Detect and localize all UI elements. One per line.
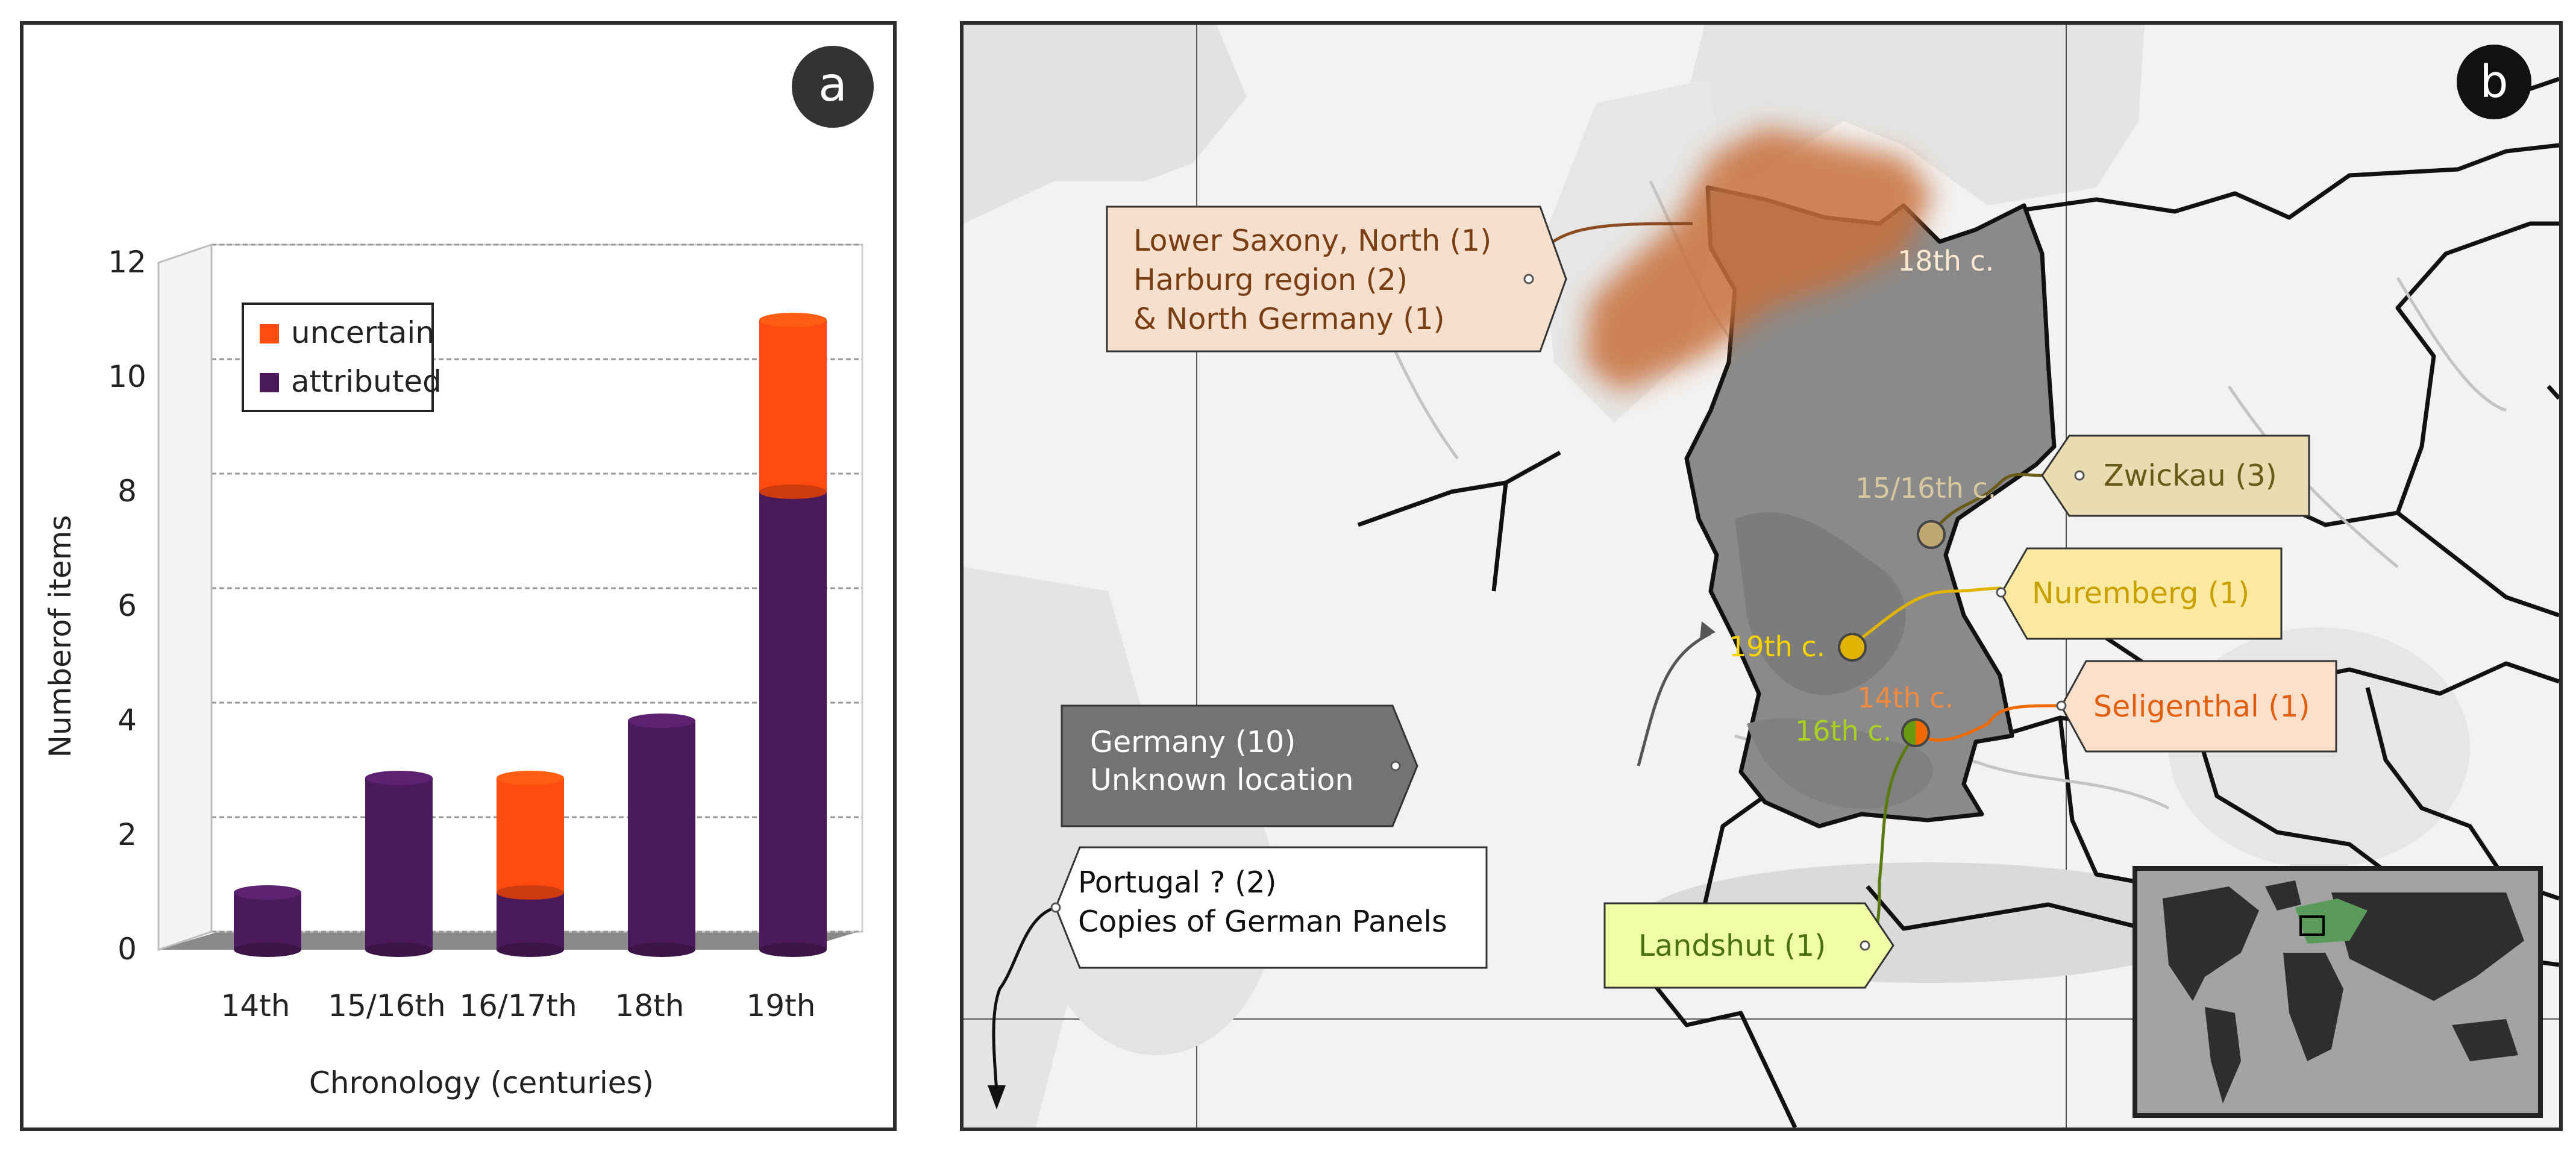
- legend-swatch-attributed: [260, 373, 279, 392]
- tag-germany-line2: Unknown location: [1090, 763, 1353, 797]
- y-tick-label: 12: [108, 245, 146, 280]
- legend-label-uncertain: uncertain: [291, 315, 434, 350]
- bar-body: [234, 892, 301, 950]
- tag-lower-saxony: Lower Saxony, North (1) Harburg region (…: [1106, 205, 1567, 353]
- century-label-18th: 18th c.: [1898, 245, 1994, 277]
- y-tick-label: 6: [118, 588, 137, 623]
- tag-lower-saxony-line1: Lower Saxony, North (1): [1133, 224, 1491, 258]
- tag-landshut: Landshut (1): [1603, 902, 1894, 989]
- bar-attributed: [234, 892, 301, 957]
- x-tick-label: 14th: [221, 988, 290, 1023]
- bar-bottom: [759, 942, 827, 957]
- bar-body: [628, 721, 695, 950]
- nuremberg-marker: [1838, 633, 1867, 662]
- inset-europe-highlight: [2295, 899, 2368, 944]
- panel-badge-label: a: [818, 58, 847, 112]
- tag-nuremberg: Nuremberg (1): [1996, 547, 2283, 640]
- bar-top: [234, 885, 301, 900]
- tag-zwickau: Zwickau (3): [2041, 434, 2310, 517]
- lower-saxony-region: [1584, 127, 1934, 392]
- bar-bottom: [365, 942, 433, 957]
- century-label-19th: 19th c.: [1729, 630, 1825, 663]
- tag-lower-saxony-line3: & North Germany (1): [1133, 302, 1445, 336]
- map-panel: 18th c. 15/16th c. 19th c. 14th c. 16th …: [960, 21, 2563, 1131]
- tag-germany-line1: Germany (10): [1090, 725, 1296, 759]
- y-tick-label: 4: [118, 703, 137, 738]
- bar-attributed: [365, 778, 433, 957]
- tag-seligenthal: Seligenthal (1): [2056, 660, 2337, 753]
- y-tick-label: 10: [108, 359, 146, 394]
- arrowhead: [1700, 621, 1716, 639]
- panel-badge: [2457, 45, 2531, 119]
- century-label-15-16th: 15/16th c.: [1855, 472, 1996, 504]
- tag-portugal-line1: Portugal ? (2): [1078, 865, 1277, 900]
- bar-body: [497, 892, 564, 950]
- bar-body: [759, 320, 827, 492]
- panel-badge-label: b: [2480, 56, 2509, 108]
- world-inset-map: [2133, 866, 2543, 1118]
- x-tick-label: 19th: [747, 988, 816, 1023]
- tag-lower-saxony-line2: Harburg region (2): [1133, 263, 1408, 297]
- bar-body: [365, 778, 433, 950]
- legend-box: [242, 303, 434, 412]
- tag-landshut-label: Landshut (1): [1638, 929, 1826, 963]
- seligenthal-marker: [1916, 720, 1929, 746]
- sea-baltic-north: [1675, 25, 2145, 205]
- bar-top: [497, 771, 564, 785]
- bar-body: [759, 492, 827, 950]
- chart-side-wall: [157, 243, 213, 952]
- germany-relief: [1747, 718, 1933, 809]
- tag-zwickau-label: Zwickau (3): [2104, 459, 2277, 493]
- bar-uncertain: [759, 320, 827, 499]
- bar-top: [628, 713, 695, 728]
- sea-north-atlantic: [964, 25, 1247, 224]
- x-axis-label: Chronology (centuries): [309, 1065, 654, 1100]
- tag-portugal-line2: Copies of German Panels: [1078, 905, 1447, 939]
- legend-label-attributed: attributed: [291, 364, 442, 399]
- bar-attributed: [628, 721, 695, 957]
- bar-attributed: [759, 492, 827, 957]
- tag-germany: Germany (10) Unknown location: [1061, 704, 1418, 827]
- y-tick-label: 8: [118, 474, 137, 509]
- inset-location-box: [2299, 915, 2325, 936]
- bar-body: [497, 778, 564, 892]
- x-tick-label: 15/16th: [328, 988, 445, 1023]
- landshut-marker: [1902, 720, 1916, 746]
- bar-chart: 0 2 4 6 8 10 12 14th 15/16th 16/17th 18th 19th Chr…: [43, 46, 874, 1100]
- y-tick-label: 0: [118, 932, 137, 967]
- bar-bottom: [759, 485, 827, 499]
- bar-attributed: [497, 892, 564, 957]
- arrowhead: [988, 1085, 1006, 1109]
- chart-panel: 0 2 4 6 8 10 12 14th 15/16th 16/17th 18th 19th Chr…: [20, 21, 897, 1131]
- legend: uncertain attributed: [242, 303, 442, 412]
- bar-bottom: [234, 942, 301, 957]
- marker-outline: [1901, 718, 1930, 747]
- tag-portugal: Portugal ? (2) Copies of German Panels: [1050, 846, 1488, 969]
- tag-seligenthal-label: Seligenthal (1): [2093, 689, 2310, 724]
- tag-nuremberg-label: Nuremberg (1): [2032, 576, 2249, 610]
- bar-bottom: [628, 942, 695, 957]
- x-tick-label: 16/17th: [459, 988, 577, 1023]
- panel-badge: [792, 46, 874, 128]
- inset-continents: [2163, 880, 2524, 1103]
- europe-map: 18th c. 15/16th c. 19th c. 14th c. 16th …: [964, 25, 2559, 1127]
- y-tick-label: 2: [118, 817, 137, 852]
- bar-uncertain: [497, 778, 564, 900]
- century-label-14th: 14th c.: [1857, 682, 1954, 714]
- bar-bottom: [497, 885, 564, 900]
- x-tick-label: 18th: [615, 988, 685, 1023]
- bar-bottom: [497, 942, 564, 957]
- zwickau-marker: [1917, 520, 1946, 549]
- century-label-16th: 16th c.: [1795, 715, 1891, 747]
- y-axis-label: Numberof items: [43, 515, 78, 758]
- legend-swatch-uncertain: [260, 324, 279, 343]
- bar-top: [365, 771, 433, 785]
- bar-top: [759, 313, 827, 327]
